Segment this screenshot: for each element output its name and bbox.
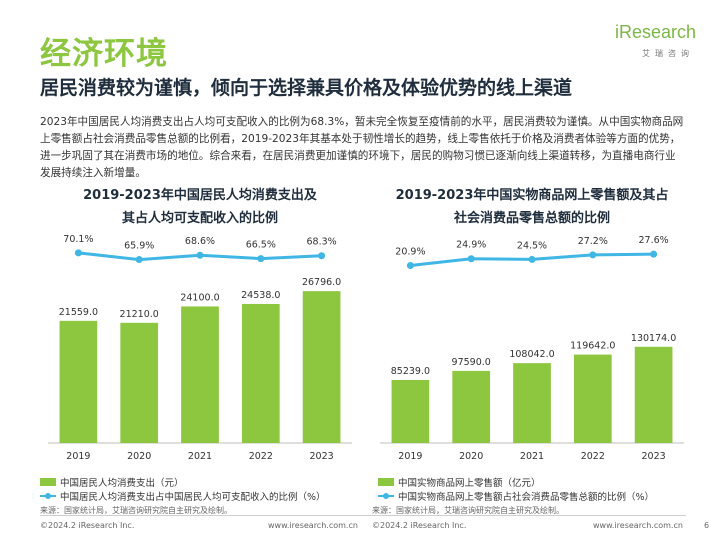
bar xyxy=(59,320,98,443)
line-point xyxy=(650,250,658,258)
x-tick-label: 2020 xyxy=(459,451,483,462)
legend-item-bar: 中国居民人均消费支出（元） xyxy=(40,475,326,489)
bar xyxy=(573,354,612,443)
summary-paragraph: 2023年中国居民人均消费支出占人均可支配收入的比例为68.3%，暂未完全恢复至… xyxy=(40,116,684,179)
x-tick-label: 2020 xyxy=(127,451,151,462)
line-value-label: 68.3% xyxy=(307,237,337,248)
line-point xyxy=(74,249,82,257)
x-tick-label: 2022 xyxy=(249,451,273,462)
bar xyxy=(513,363,551,443)
x-tick-label: 2022 xyxy=(581,451,605,462)
page-number: 6 xyxy=(704,521,710,530)
footer-copyright-right: ©2024.2 iResearch Inc. xyxy=(372,521,467,530)
online-retail-source: 来源：国家统计局，艾瑞咨询研究院自主研究及绘制。 xyxy=(372,506,564,515)
x-tick-label: 2023 xyxy=(310,451,334,462)
bar-value-label: 130174.0 xyxy=(631,333,676,344)
consumption-source: 来源：国家统计局，艾瑞咨询研究院自主研究及绘制。 xyxy=(40,506,232,515)
line-point xyxy=(318,252,326,260)
line-point xyxy=(257,255,265,263)
bar-value-label: 85239.0 xyxy=(391,366,430,377)
page-subtitle: 居民消费较为谨慎，倾向于选择兼具价格及体验优势的线上渠道 xyxy=(40,77,573,99)
online-retail-legend: 中国实物商品网上零售额（亿元） 中国实物商品网上零售额占社会消费品零售总额的比例… xyxy=(378,475,654,503)
legend-item-line: 中国居民人均消费支出占中国居民人均可支配收入的比例（%） xyxy=(40,489,326,503)
line-value-label: 24.9% xyxy=(456,240,486,251)
chart-title-line1: 2019-2023年中国实物商品网上零售额及其占 xyxy=(396,187,669,203)
line-value-label: 65.9% xyxy=(124,241,154,252)
bar xyxy=(181,306,219,443)
line-point xyxy=(528,255,536,263)
bar xyxy=(634,346,673,443)
legend-item-bar: 中国实物商品网上零售额（亿元） xyxy=(378,475,654,489)
chart-title-line2: 社会消费品零售总额的比例 xyxy=(453,210,610,226)
bar xyxy=(302,291,341,443)
footer-copyright-left: ©2024.2 iResearch Inc. xyxy=(40,521,135,530)
bar-value-label: 108042.0 xyxy=(509,349,554,360)
legend-bar-label: 中国实物商品网上零售额（亿元） xyxy=(398,478,541,489)
line-point xyxy=(196,251,204,259)
bar-value-label: 26796.0 xyxy=(302,277,341,288)
chart-title-line2: 其占人均可支配收入的比例 xyxy=(122,210,278,226)
x-tick-label: 2021 xyxy=(520,451,544,462)
legend-line-label: 中国实物商品网上零售额占社会消费品零售总额的比例（%） xyxy=(398,492,655,503)
footer-url-right: www.iresearch.com.cn xyxy=(593,521,683,530)
consumption-chart: 2019-2023年中国居民人均消费支出及 其占人均可支配收入的比例 21559… xyxy=(48,187,352,462)
legend-bar-label: 中国居民人均消费支出（元） xyxy=(60,478,184,489)
legend-line-label: 中国居民人均消费支出占中国居民人均可支配收入的比例（%） xyxy=(60,492,326,503)
iresearch-logo: iResearch 艾瑞咨询 xyxy=(596,22,696,68)
legend-item-line: 中国实物商品网上零售额占社会消费品零售总额的比例（%） xyxy=(378,489,654,503)
legend-line-swatch xyxy=(378,492,394,500)
line-point xyxy=(589,251,597,259)
page-title: 经济环境 xyxy=(40,36,168,72)
line-value-label: 27.2% xyxy=(578,236,608,247)
bar-value-label: 97590.0 xyxy=(452,357,491,368)
line-point xyxy=(135,256,143,264)
logo-subtext: 艾瑞咨询 xyxy=(642,49,694,58)
legend-bar-swatch xyxy=(378,478,394,486)
bar xyxy=(391,379,430,443)
line-point xyxy=(406,262,414,270)
line-value-label: 66.5% xyxy=(246,240,276,251)
x-tick-label: 2019 xyxy=(66,451,90,462)
bar-value-label: 119642.0 xyxy=(570,341,615,352)
line-value-label: 20.9% xyxy=(395,247,425,258)
bar-value-label: 21559.0 xyxy=(59,307,98,318)
footer-divider xyxy=(40,515,686,516)
footer-url-left: www.iresearch.com.cn xyxy=(268,521,358,530)
bar-value-label: 24538.0 xyxy=(241,290,280,301)
line-value-label: 27.6% xyxy=(639,235,669,246)
bar xyxy=(241,303,280,443)
x-tick-label: 2023 xyxy=(642,451,666,462)
line-point xyxy=(467,255,475,263)
bar xyxy=(120,322,159,443)
line-value-label: 70.1% xyxy=(63,234,93,245)
logo-text: iResearch xyxy=(614,22,696,42)
consumption-legend: 中国居民人均消费支出（元） 中国居民人均消费支出占中国居民人均可支配收入的比例（… xyxy=(40,475,326,503)
online-retail-chart: 2019-2023年中国实物商品网上零售额及其占 社会消费品零售总额的比例 85… xyxy=(380,187,684,462)
line-value-label: 68.6% xyxy=(185,236,215,247)
line-value-label: 24.5% xyxy=(517,240,547,251)
legend-line-swatch xyxy=(40,492,56,500)
bar xyxy=(452,370,491,443)
bar-value-label: 24100.0 xyxy=(180,292,219,303)
legend-bar-swatch xyxy=(40,478,56,486)
x-tick-label: 2021 xyxy=(188,451,212,462)
chart-title-line1: 2019-2023年中国居民人均消费支出及 xyxy=(83,187,318,203)
x-tick-label: 2019 xyxy=(398,451,422,462)
bar-value-label: 21210.0 xyxy=(120,309,159,320)
